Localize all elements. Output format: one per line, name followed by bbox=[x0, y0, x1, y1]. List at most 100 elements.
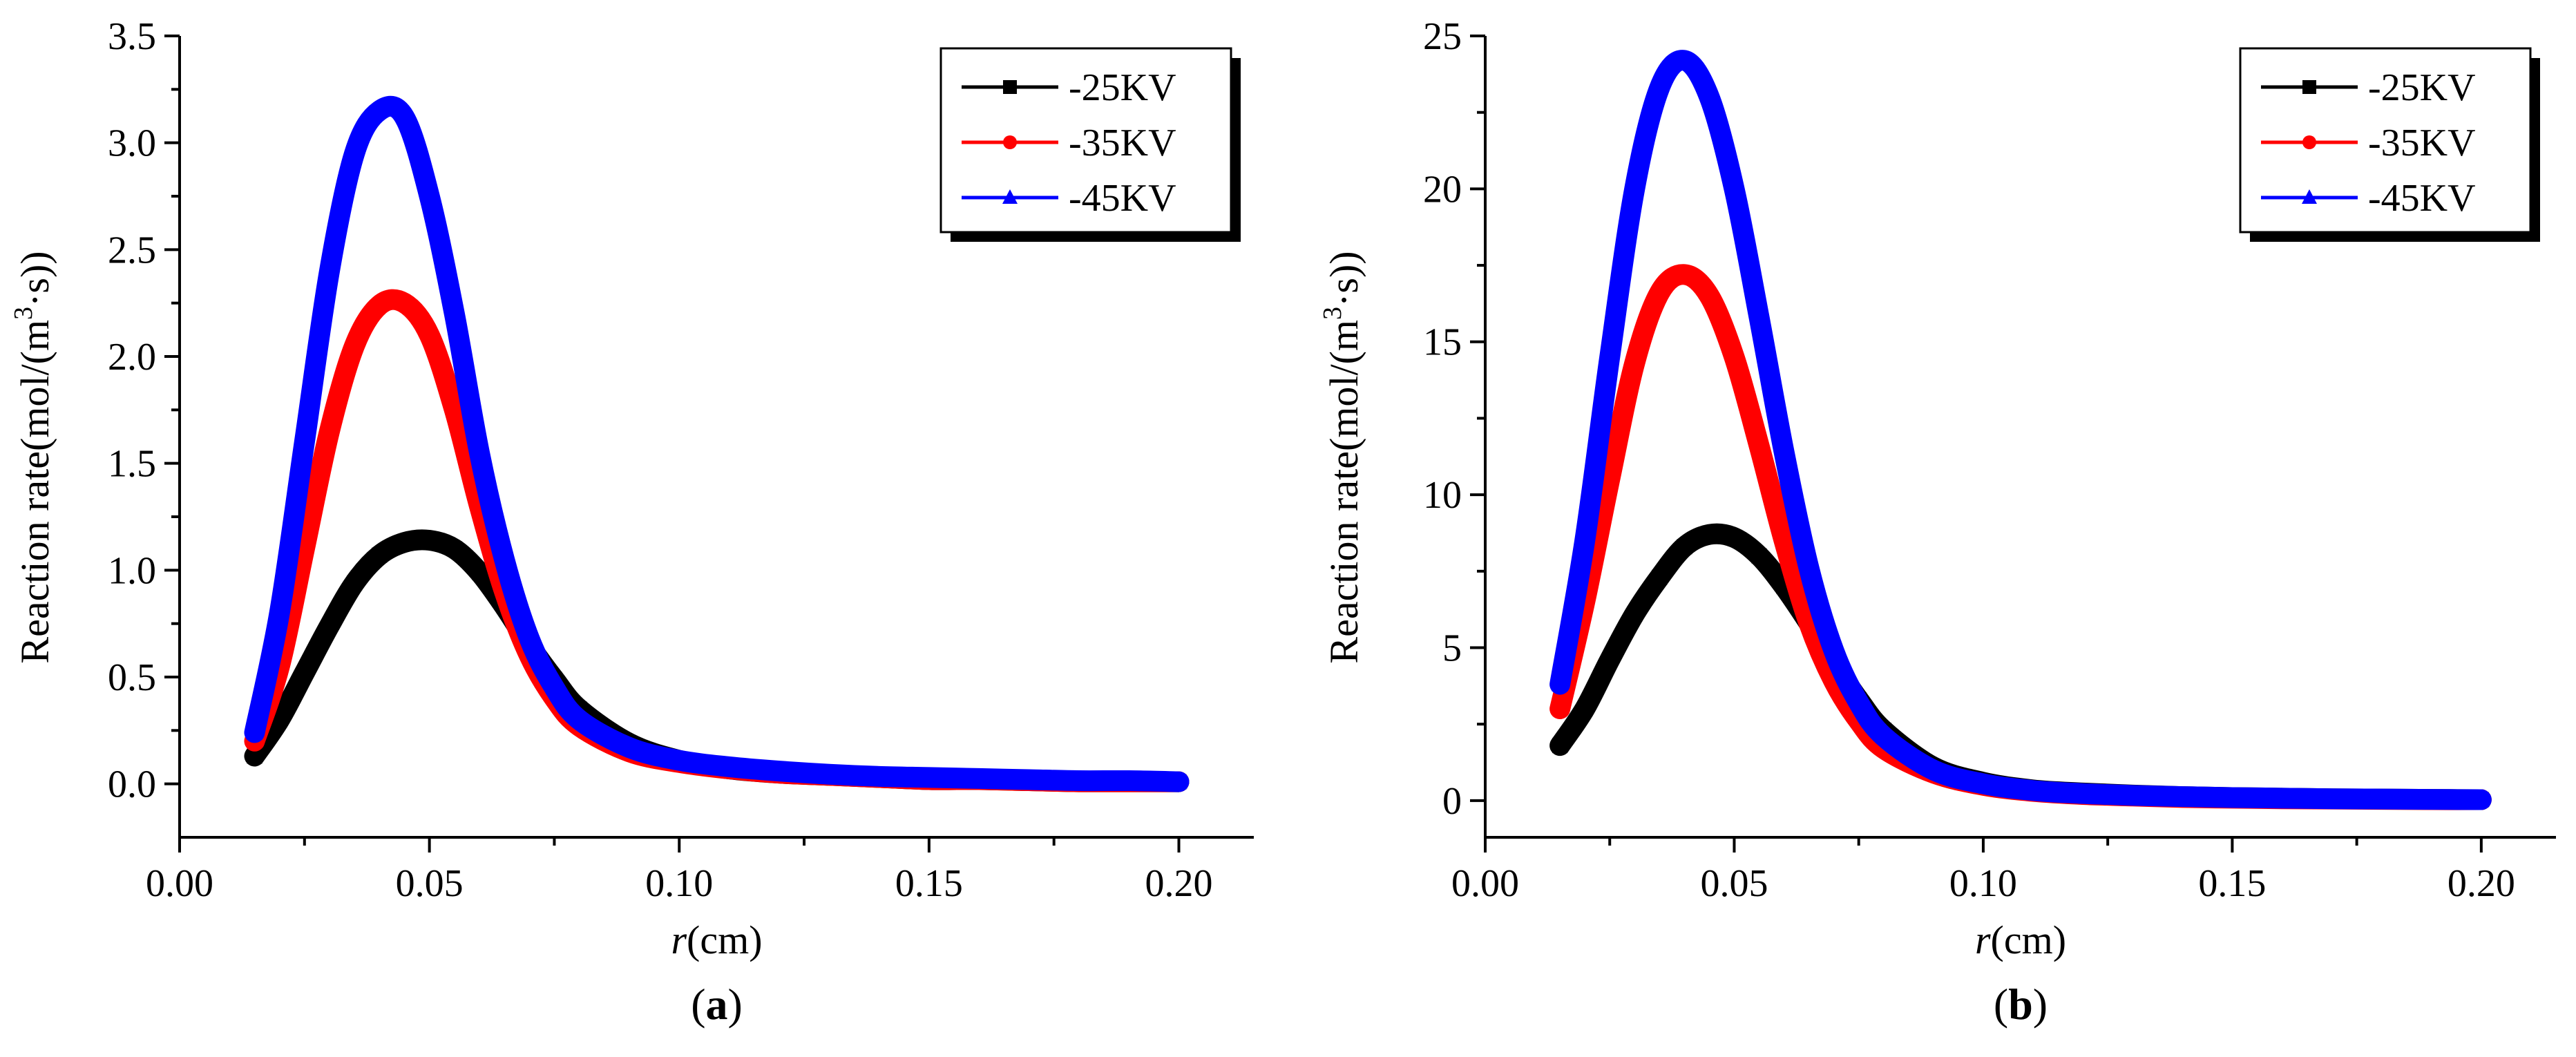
data-point bbox=[1825, 641, 1842, 658]
data-point bbox=[1701, 288, 1717, 304]
data-point bbox=[2323, 790, 2340, 806]
data-point bbox=[2074, 784, 2092, 801]
data-point bbox=[721, 757, 738, 774]
data-point bbox=[1677, 267, 1692, 283]
legend-label: -35KV bbox=[2368, 122, 2476, 164]
data-point bbox=[396, 108, 413, 124]
panel-label-open: ( bbox=[1994, 980, 2008, 1029]
data-point bbox=[1676, 51, 1693, 68]
data-point bbox=[271, 712, 287, 727]
data-point bbox=[1925, 761, 1942, 777]
data-point bbox=[446, 304, 463, 321]
data-point bbox=[1120, 771, 1138, 788]
data-point bbox=[421, 327, 437, 343]
data-point bbox=[2373, 790, 2390, 806]
legend-label: -25KV bbox=[2368, 66, 2476, 109]
data-point bbox=[1726, 180, 1743, 196]
data-point bbox=[2273, 789, 2291, 806]
x-axis-label: r(cm) bbox=[671, 917, 762, 962]
y-tick-label: 0.0 bbox=[108, 763, 156, 806]
y-tick-label: 1.0 bbox=[108, 549, 156, 592]
data-point bbox=[1875, 727, 1892, 743]
y-tick-label: 1.5 bbox=[108, 443, 156, 486]
data-point bbox=[1652, 569, 1668, 585]
x-tick-label: 0.15 bbox=[895, 862, 963, 905]
legend-box bbox=[939, 47, 1232, 234]
data-point bbox=[2174, 787, 2191, 804]
data-point bbox=[1751, 548, 1767, 564]
chart-panel-b: 0.00 0.05 0.10 0.15 0.20 0 5 10 15 20 25 r(cm) React… bbox=[1318, 15, 2556, 1029]
data-point bbox=[1627, 355, 1643, 371]
panel-label-letter: b bbox=[2008, 980, 2033, 1029]
data-point bbox=[870, 767, 888, 783]
legend-label: -25KV bbox=[1069, 66, 1176, 109]
data-point bbox=[1070, 771, 1087, 788]
data-point bbox=[321, 262, 338, 278]
data-point bbox=[1677, 539, 1692, 555]
data-point bbox=[446, 402, 462, 418]
data-point bbox=[1776, 533, 1792, 549]
y-tick-label: 2.5 bbox=[108, 229, 156, 272]
y-tick-label: 2.0 bbox=[108, 336, 156, 379]
data-point bbox=[421, 187, 438, 203]
data-point bbox=[1850, 693, 1867, 710]
panel-label: (b) bbox=[1994, 980, 2048, 1029]
y-tick-label: 10 bbox=[1423, 474, 1462, 517]
panel-label-letter: a bbox=[706, 980, 728, 1029]
data-point bbox=[1576, 531, 1594, 548]
x-tick-label: 0.20 bbox=[1145, 862, 1213, 905]
legend-marker-square bbox=[1003, 80, 1017, 94]
data-point bbox=[246, 723, 263, 740]
legend-marker-triangle bbox=[1002, 189, 1018, 204]
data-point bbox=[971, 769, 988, 785]
data-point bbox=[1627, 606, 1643, 622]
data-point bbox=[471, 564, 487, 580]
y-axis-label-sup: 3 bbox=[1318, 307, 1347, 320]
x-tick-label: 0.10 bbox=[645, 862, 713, 905]
data-point bbox=[770, 761, 788, 779]
data-point bbox=[1775, 442, 1793, 459]
data-point bbox=[372, 297, 388, 313]
data-point bbox=[2423, 790, 2440, 806]
panel-label: (a) bbox=[691, 980, 743, 1029]
data-point bbox=[247, 748, 263, 764]
y-axis-label-tail: ·s)) bbox=[1322, 251, 1366, 307]
x-tick-label: 0.20 bbox=[2448, 862, 2515, 905]
y-tick-label: 20 bbox=[1423, 168, 1462, 211]
data-point bbox=[2124, 786, 2141, 803]
y-tick-label: 15 bbox=[1423, 321, 1462, 364]
data-point bbox=[571, 710, 588, 727]
data-point bbox=[296, 541, 312, 557]
data-point bbox=[2472, 790, 2490, 807]
legend-label: -45KV bbox=[1069, 177, 1176, 220]
data-point bbox=[1701, 526, 1717, 542]
data-point bbox=[347, 575, 363, 591]
x-axis-label-var: r bbox=[1975, 917, 1991, 962]
data-point bbox=[1552, 738, 1568, 754]
data-point bbox=[2224, 788, 2241, 805]
data-point bbox=[1800, 559, 1817, 575]
data-point bbox=[1626, 180, 1643, 196]
panel-label-close: ) bbox=[728, 980, 743, 1029]
data-point bbox=[321, 423, 337, 439]
data-point bbox=[346, 144, 363, 161]
data-point bbox=[1751, 438, 1767, 454]
x-tick-label: 0.00 bbox=[1451, 862, 1519, 905]
y-axis-label-sup: 3 bbox=[9, 307, 38, 320]
data-point bbox=[470, 444, 488, 460]
legend-marker-circle bbox=[2302, 135, 2316, 149]
y-tick-label: 0.5 bbox=[108, 656, 156, 699]
data-point bbox=[496, 550, 513, 566]
panel-label-open: ( bbox=[691, 980, 705, 1029]
y-tick-label: 3.0 bbox=[108, 122, 156, 165]
data-point bbox=[1974, 774, 1992, 791]
series-line--25KV bbox=[244, 529, 1190, 792]
data-point bbox=[1601, 347, 1619, 364]
chart-panel-a: 0.00 0.05 0.10 0.15 0.20 0.0 0.5 1.0 1.5 2.0 2.5 3.… bbox=[9, 15, 1254, 1029]
x-tick-label: 0.05 bbox=[396, 862, 464, 905]
y-tick-label: 25 bbox=[1423, 15, 1462, 58]
data-point bbox=[1750, 308, 1768, 325]
data-point bbox=[371, 102, 388, 118]
data-point bbox=[1577, 701, 1593, 717]
